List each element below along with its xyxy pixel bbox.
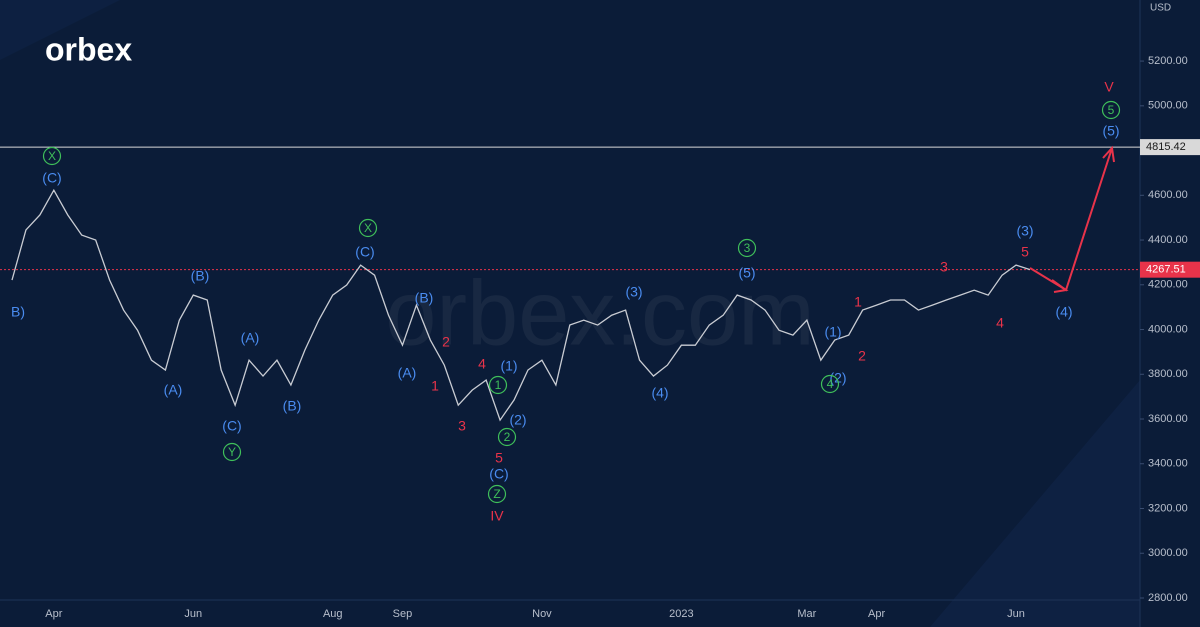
x-tick-label: Nov [532,608,552,620]
wave-label: Z [493,487,500,501]
wave-label: (B) [415,290,434,306]
y-tick-label: 3800.00 [1148,368,1188,380]
x-tick-label: 2023 [669,608,693,620]
wave-label: (C) [42,170,61,186]
wave-circle [358,218,378,238]
price-tag-label: 4267.51 [1146,264,1186,276]
wave-label: 1 [431,378,439,394]
wave-label: 4 [827,377,834,391]
wave-label: (B) [283,398,302,414]
wave-label: (5) [1102,123,1119,139]
wave-label: 1 [495,378,502,392]
price-tag [1140,261,1200,278]
wave-label: V [1104,79,1114,95]
price-tag-label: 4815.42 [1146,141,1186,153]
wave-circle [737,238,757,258]
wave-label: Y [228,445,236,459]
wave-label: 2 [442,334,450,350]
logo: orbex [45,31,132,67]
x-tick-label: Jun [184,608,202,620]
wave-label: IV [490,508,504,524]
wave-label: X [48,149,56,163]
wave-label: (3) [1016,223,1033,239]
wave-label: (B) [191,268,210,284]
wave-label: 5 [1108,103,1115,117]
wave-label: B) [11,304,25,320]
currency-label: USD [1150,3,1171,14]
wave-label: (3) [625,284,642,300]
x-tick-label: Jun [1007,608,1025,620]
wave-label: (1) [500,358,517,374]
wave-label: 2 [858,348,866,364]
wave-label: (A) [241,330,260,346]
wave-label: (1) [824,324,841,340]
wave-label: (4) [651,385,668,401]
y-tick-label: 3200.00 [1148,502,1188,514]
x-tick-label: Apr [868,608,885,620]
price-tag [1140,139,1200,156]
x-tick-label: Apr [45,608,62,620]
wave-label: 1 [854,294,862,310]
wave-circle [42,146,62,166]
wave-label: (2) [509,412,526,428]
y-tick-label: 5000.00 [1148,100,1188,112]
wave-circle [222,442,242,462]
arrow-head [1051,279,1069,293]
price-line [11,188,1031,422]
y-tick-label: 4400.00 [1148,234,1188,246]
x-tick-label: Sep [393,608,413,620]
wave-label: (C) [222,418,241,434]
wave-label: (C) [355,244,374,260]
y-tick-label: 4200.00 [1148,279,1188,291]
wave-label: (5) [738,265,755,281]
y-tick-label: 4600.00 [1148,189,1188,201]
wave-label: 4 [996,315,1004,331]
decor [0,0,120,60]
wave-label: (A) [398,365,417,381]
arrow-head [1102,145,1115,163]
y-tick-label: 2800.00 [1148,592,1188,604]
wave-label: (4) [1055,304,1072,320]
x-tick-label: Mar [797,608,816,620]
y-tick-label: 3000.00 [1148,547,1188,559]
y-tick-label: 3600.00 [1148,413,1188,425]
y-tick-label: 3400.00 [1148,458,1188,470]
wave-label: (C) [489,466,508,482]
watermark: orbex.com [385,262,815,364]
wave-label: (2) [829,370,846,386]
wave-label: 3 [458,418,466,434]
wave-label: 5 [495,450,503,466]
decor [930,380,1140,627]
wave-circle [488,375,508,395]
wave-label: 4 [478,356,486,372]
wave-label: (A) [164,382,183,398]
wave-label: 5 [1021,244,1029,260]
wave-circle [820,374,840,394]
wave-label: 3 [744,241,751,255]
wave-label: 3 [940,259,948,275]
wave-label: 2 [504,430,511,444]
wave-label: X [364,221,372,235]
y-tick-label: 5200.00 [1148,55,1188,67]
y-tick-label: 4000.00 [1148,323,1188,335]
wave-circle [487,484,507,504]
wave-circle [497,427,517,447]
x-tick-label: Aug [323,608,343,620]
wave-circle [1101,100,1121,120]
